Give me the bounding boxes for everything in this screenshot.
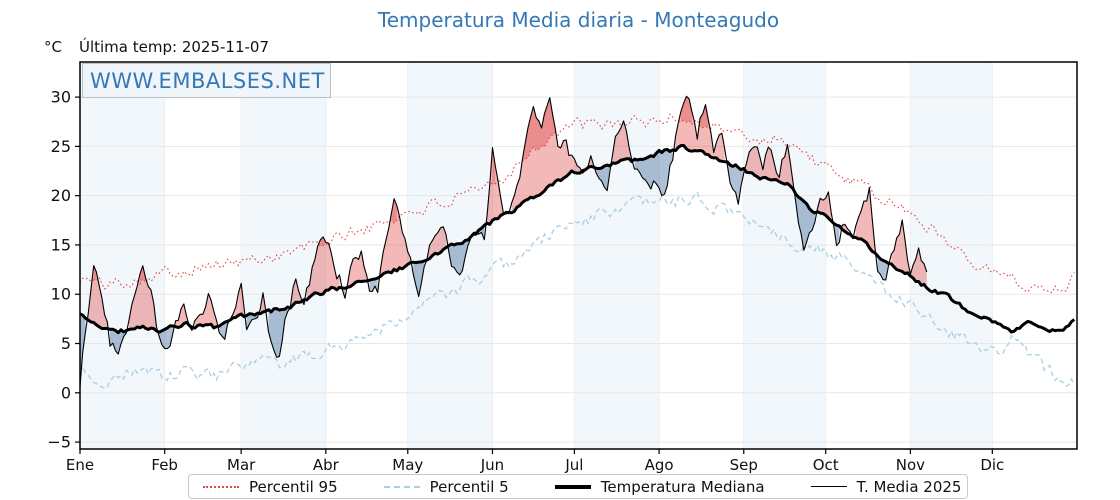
watermark-text: WWW.EMBALSES.NET <box>90 68 325 93</box>
unit-label: °C <box>44 38 62 56</box>
watermark-box: WWW.EMBALSES.NET <box>82 63 331 98</box>
svg-text:0: 0 <box>61 383 71 402</box>
legend-item-t-media-2025: T. Media 2025 <box>810 477 962 496</box>
svg-text:20: 20 <box>51 186 71 205</box>
legend-label: Percentil 5 <box>429 477 509 496</box>
legend-item-mediana: Temperatura Mediana <box>554 477 765 496</box>
svg-text:Sep: Sep <box>730 456 758 474</box>
chart-legend: Percentil 95 Percentil 5 Temperatura Med… <box>188 474 968 499</box>
legend-label: Percentil 95 <box>249 477 338 496</box>
svg-text:Jun: Jun <box>480 456 504 474</box>
svg-text:5: 5 <box>61 334 71 353</box>
svg-text:10: 10 <box>51 285 71 304</box>
svg-text:Abr: Abr <box>313 456 340 474</box>
svg-text:Feb: Feb <box>151 456 178 474</box>
svg-text:15: 15 <box>51 235 71 254</box>
t-media-2025-line-swatch <box>810 486 847 487</box>
svg-text:Jul: Jul <box>564 456 583 474</box>
svg-text:Ene: Ene <box>66 456 94 474</box>
percentil-95-line-swatch <box>203 485 239 488</box>
last-temp-label: Última temp: 2025-11-07 <box>78 38 269 56</box>
chart-subheader: °C Última temp: 2025-11-07 <box>44 38 269 56</box>
svg-text:Mar: Mar <box>227 456 256 474</box>
legend-item-percentil-5: Percentil 5 <box>383 477 509 496</box>
svg-text:−5: −5 <box>47 433 71 452</box>
mediana-line-swatch <box>554 484 591 489</box>
legend-item-percentil-95: Percentil 95 <box>203 478 338 496</box>
svg-text:Oct: Oct <box>813 456 839 474</box>
svg-text:Nov: Nov <box>896 456 925 474</box>
svg-text:Dic: Dic <box>980 456 1004 474</box>
svg-text:Ago: Ago <box>645 456 674 474</box>
chart-title: Temperatura Media diaria - Monteagudo <box>377 8 780 32</box>
legend-label: T. Media 2025 <box>856 477 962 496</box>
svg-text:May: May <box>392 456 423 474</box>
svg-text:25: 25 <box>51 137 71 156</box>
svg-text:30: 30 <box>51 88 71 107</box>
percentil-5-line-swatch <box>383 485 420 488</box>
legend-label: Temperatura Mediana <box>600 477 765 496</box>
